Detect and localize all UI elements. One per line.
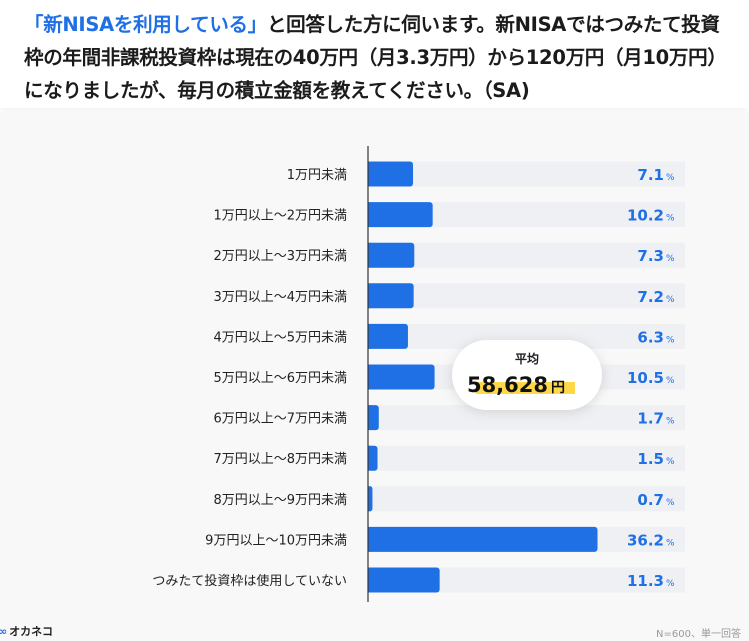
bar-track bbox=[368, 486, 685, 512]
unit-label: % bbox=[666, 579, 675, 589]
value-label: 0.7 bbox=[637, 491, 664, 509]
bar bbox=[368, 242, 415, 268]
unit-label: % bbox=[666, 254, 675, 264]
question-text: 「新NISAを利用している」と回答した方に伺います。新NISAではつみたて投資枠… bbox=[24, 8, 731, 107]
unit-label: % bbox=[666, 335, 675, 345]
bar bbox=[368, 567, 440, 593]
brand-name: オカネコ bbox=[9, 625, 53, 638]
value-label: 1.5 bbox=[637, 450, 664, 468]
sample-note: N=600、単一回答 bbox=[656, 629, 741, 640]
unit-label: % bbox=[666, 173, 675, 183]
average-value: 58,628 bbox=[467, 373, 548, 397]
unit-label: % bbox=[666, 376, 675, 386]
category-label: 2万円以上〜3万円未満 bbox=[213, 249, 347, 264]
bar-left-edge bbox=[368, 242, 371, 268]
value-label: 10.5 bbox=[627, 369, 664, 387]
bar-chart: 1万円未満 7.1% 1万円以上〜2万円未満 10.2% 2万円以上〜3万円未満 7.3%… bbox=[152, 146, 675, 602]
bar-left-edge bbox=[368, 567, 371, 593]
brand-logo: ∞ オカネコ bbox=[0, 623, 53, 639]
logo-icon: ∞ bbox=[0, 624, 8, 638]
value-label: 10.2 bbox=[627, 207, 664, 225]
unit-label: % bbox=[666, 457, 675, 467]
value-label: 11.3 bbox=[627, 572, 664, 590]
category-label: 1万円以上〜2万円未満 bbox=[213, 209, 347, 224]
value-label: 7.2 bbox=[637, 288, 664, 306]
unit-label: % bbox=[666, 498, 675, 508]
bar-left-edge bbox=[368, 526, 371, 552]
category-label: 1万円未満 bbox=[287, 168, 347, 183]
category-label: つみたて投資枠は使用していない bbox=[152, 573, 347, 589]
average-unit: 円 bbox=[551, 380, 565, 396]
average-label: 平均 bbox=[515, 351, 539, 366]
bar-left-edge bbox=[368, 202, 371, 228]
bar-left-edge bbox=[368, 364, 371, 390]
question-highlight: 「新NISAを利用している」 bbox=[24, 13, 267, 36]
bar-left-edge bbox=[368, 405, 371, 431]
bar-left-edge bbox=[368, 486, 371, 512]
bar-track bbox=[368, 161, 685, 187]
bar-left-edge bbox=[368, 323, 371, 349]
value-label: 1.7 bbox=[637, 410, 664, 428]
bar bbox=[368, 161, 414, 187]
bar bbox=[368, 364, 435, 390]
bar bbox=[368, 323, 408, 349]
category-label: 4万円以上〜5万円未満 bbox=[213, 330, 347, 345]
bar-track bbox=[368, 283, 685, 309]
question-header: 「新NISAを利用している」と回答した方に伺います。新NISAではつみたて投資枠… bbox=[0, 0, 749, 108]
category-label: 6万円以上〜7万円未満 bbox=[213, 412, 347, 427]
category-label: 7万円以上〜8万円未満 bbox=[213, 452, 347, 467]
value-label: 7.1 bbox=[637, 166, 664, 184]
category-label: 9万円以上〜10万円未満 bbox=[205, 533, 347, 548]
value-label: 7.3 bbox=[637, 247, 664, 265]
category-label: 5万円以上〜6万円未満 bbox=[213, 371, 347, 386]
question-body: と回答した方に伺います。新NISAではつみたて投資枠の年間非課税投資枠は現在の4… bbox=[24, 13, 727, 102]
average-highlight bbox=[476, 382, 575, 394]
bar-left-edge bbox=[368, 161, 371, 187]
bar-track bbox=[368, 242, 685, 268]
bar-track bbox=[368, 445, 685, 471]
unit-label: % bbox=[666, 538, 675, 548]
unit-label: % bbox=[666, 214, 675, 224]
bar bbox=[368, 283, 414, 309]
unit-label: % bbox=[666, 417, 675, 427]
bar-left-edge bbox=[368, 445, 371, 471]
category-label: 3万円以上〜4万円未満 bbox=[213, 290, 347, 305]
unit-label: % bbox=[666, 295, 675, 305]
bar-left-edge bbox=[368, 283, 371, 309]
bar bbox=[368, 526, 598, 552]
value-label: 6.3 bbox=[637, 328, 664, 346]
category-label: 8万円以上〜9万円未満 bbox=[213, 493, 347, 508]
value-label: 36.2 bbox=[627, 531, 664, 549]
bar bbox=[368, 202, 433, 228]
